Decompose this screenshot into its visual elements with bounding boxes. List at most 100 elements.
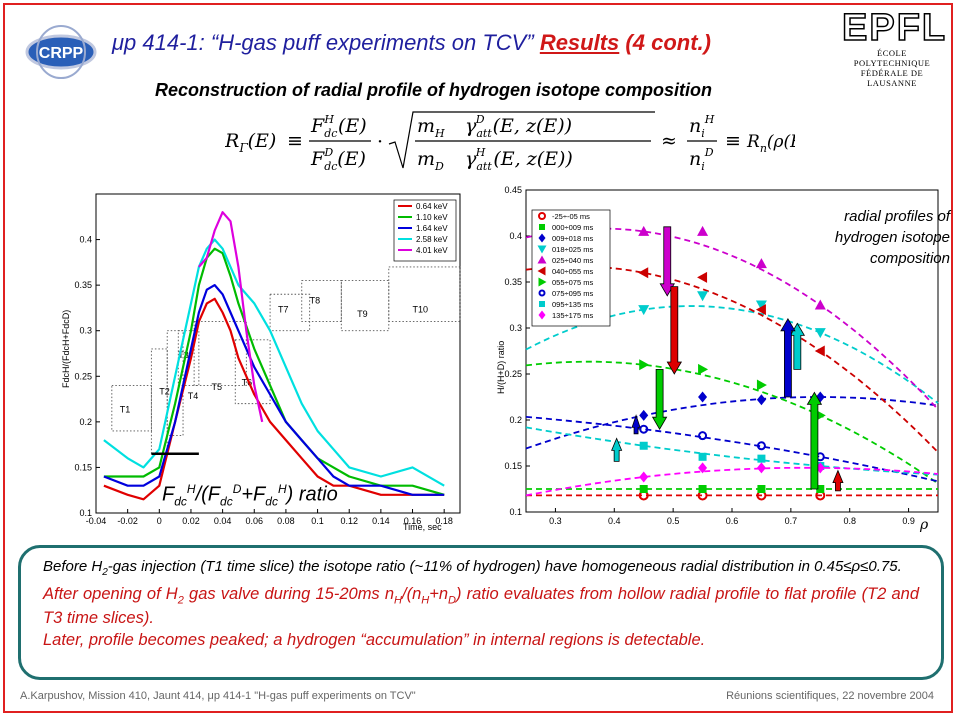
time-slice-label: T4 [188,391,199,401]
annotation-line-1: radial profiles of [844,208,950,225]
left-legend-label: 0.64 keV [416,202,448,211]
profile-change-arrow [789,322,806,370]
data-point [816,485,825,493]
right-y-tick-label: 0.1 [509,507,522,517]
left-x-tick-label: 0.06 [245,516,263,526]
left-y-tick-label: 0.2 [79,417,92,427]
formula-dot: · [377,131,383,153]
time-slice-box [388,266,461,323]
formula-r-gamma: RΓ(E) [225,130,276,155]
left-legend-label: 1.64 keV [416,224,448,233]
footer-left: A.Karpushov, Mission 410, Jaunt 414, μp … [20,690,416,702]
formula-fdcd: FdcD (E) [310,146,366,173]
right-legend-label: 075÷095 ms [552,289,593,298]
left-x-tick-label: 0.18 [435,516,453,526]
data-point [697,225,709,236]
left-x-tick-label: 0.12 [340,516,358,526]
right-y-axis-label: H/(H+D) ratio [496,341,506,394]
right-y-tick-label: 0.15 [504,461,522,471]
ratio-formula: RΓ(E) ≡ FdcH (E) FdcD (E) · mH mD γattD (E,… [225,111,795,173]
formula-rn: Rn(ρ(E)) [746,132,795,155]
time-slice-label: T3 [178,350,189,360]
note-paragraph-2: After opening of H2 gas valve during 15-… [43,584,920,627]
title-prefix: μp 414-1: “H-gas puff experiments on TCV… [112,30,534,55]
formula-sqrt [388,111,655,169]
epfl-logo-sub2: FÉDÉRALE DE LAUSANNE [860,68,924,88]
right-x-tick-label: 0.3 [549,516,562,526]
right-x-tick-label: 0.8 [843,516,856,526]
left-y-tick-label: 0.35 [74,280,92,290]
formula-mh: mH [417,115,445,140]
time-slice-box [301,280,342,323]
data-point [814,345,825,357]
data-point [814,299,826,310]
data-point [698,452,707,461]
right-legend-label: 040÷055 ms [552,267,593,276]
left-y-tick-label: 0.25 [74,371,92,381]
formula-fdch: FdcH (E) [310,113,367,140]
right-x-axis-label: ρ [919,517,929,533]
right-chart-annotation: radial profiles of hydrogen isotope comp… [760,206,950,269]
time-slice-box [111,384,152,432]
right-y-tick-label: 0.4 [509,231,522,241]
right-legend-label: 000÷009 ms [552,223,593,232]
data-point [638,267,649,279]
right-series-fit [525,227,939,410]
right-legend-label: 135÷175 ms [552,311,593,320]
right-y-tick-label: 0.35 [504,277,522,287]
right-series-fit [525,265,939,453]
left-y-tick-label: 0.4 [79,235,92,245]
summary-notes: Before H2-gas injection (T1 time slice) … [18,545,944,680]
left-series-line [103,238,445,487]
data-point [755,304,766,316]
data-point [756,379,767,391]
data-point [538,289,546,297]
right-y-tick-label: 0.25 [504,369,522,379]
data-point [639,409,649,421]
profile-change-arrow [666,286,683,375]
data-point [698,485,707,493]
right-legend-label: 009÷018 ms [552,234,593,243]
data-point [814,328,826,339]
data-point [755,300,767,311]
data-point [697,291,709,302]
data-point [638,305,650,316]
right-y-tick-label: 0.45 [504,185,522,195]
time-slice-box [166,330,184,436]
time-slice-label: T5 [212,382,223,392]
data-point [756,394,766,406]
data-point [538,212,546,220]
left-x-tick-label: 0.1 [311,516,324,526]
formula-gamma-d: γattD (E, z(E)) [465,113,572,140]
time-slice-label: T8 [310,295,321,305]
data-point [638,225,650,236]
epfl-logo-sub1: ÉCOLE POLYTECHNIQUE [853,48,931,68]
right-legend-label: 018÷025 ms [552,245,593,254]
left-y-tick-label: 0.3 [79,326,92,336]
note-paragraph-3: Later, profile becomes peaked; a hydroge… [43,631,706,650]
profile-change-arrow [651,368,668,430]
left-y-axis-label: FdcH/(FdcH+FdcD) [61,310,71,388]
page-title: μp 414-1: “H-gas puff experiments on TCV… [112,30,711,56]
data-point [539,301,545,307]
data-point [639,441,648,450]
left-x-tick-label: -0.04 [86,516,107,526]
data-point [698,431,708,441]
title-results: Results [539,30,620,55]
data-point [639,471,649,483]
crpp-logo: CRPP [25,25,97,79]
left-chart-overlay-label: FdcH/(FdcD+FdcH) ratio [162,482,338,509]
time-slice-label: T2 [159,387,170,397]
formula-nih: niH [689,113,715,140]
data-point [756,441,766,451]
right-series-fit [525,396,939,450]
right-legend-label: 025÷040 ms [552,256,593,265]
data-point [757,485,766,493]
time-slice-box [150,348,168,455]
time-slice-label: T1 [120,405,131,415]
annotation-line-2: hydrogen isotope [834,229,950,246]
data-point [698,363,709,375]
data-point [757,454,766,463]
left-x-tick-label: 0.02 [182,516,200,526]
profile-change-arrow [611,437,623,462]
